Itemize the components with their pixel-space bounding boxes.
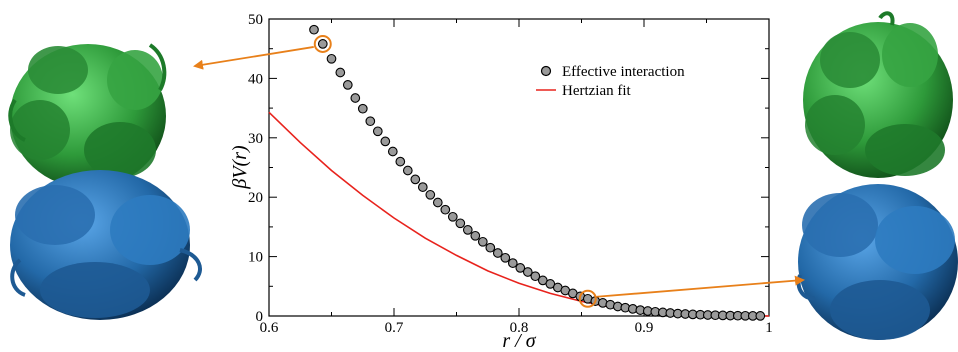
y-tick-label: 40 <box>248 71 263 87</box>
data-point <box>342 80 353 90</box>
data-point <box>507 258 518 268</box>
data-point <box>470 230 481 241</box>
y-tick-label: 30 <box>248 131 263 147</box>
y-tick-label: 50 <box>248 12 263 28</box>
data-point <box>522 267 533 277</box>
data-point <box>425 189 436 200</box>
data-point <box>462 225 473 235</box>
x-tick-label: 0.8 <box>510 320 529 336</box>
data-point <box>380 136 391 147</box>
data-point <box>447 211 458 222</box>
x-axis-label: r / σ <box>502 330 536 352</box>
data-point <box>410 174 421 185</box>
arrow-group <box>193 46 805 298</box>
data-point <box>402 165 413 176</box>
polymer-pair-illustration-left <box>8 43 202 320</box>
highlight-group <box>313 34 597 308</box>
x-tick-label: 0.6 <box>260 320 279 336</box>
data-point <box>530 271 541 282</box>
blue-polymer-left <box>10 170 202 320</box>
data-point <box>477 236 488 247</box>
data-point <box>485 242 496 253</box>
data-point <box>515 263 526 273</box>
effective-interaction-group <box>309 24 766 321</box>
blue-polymer-right <box>796 184 958 340</box>
data-point <box>365 116 376 127</box>
x-tick-label: 0.7 <box>385 320 404 336</box>
y-tick-label: 0 <box>256 309 264 325</box>
data-point <box>395 156 406 167</box>
data-point <box>755 311 766 321</box>
highlight-circle <box>578 289 597 308</box>
polymer-pair-illustration-right <box>796 11 958 340</box>
pointer-arrow <box>193 46 314 70</box>
data-point <box>357 103 368 114</box>
legend-label-effective-interaction: Effective interaction <box>562 64 685 80</box>
data-point <box>372 126 383 137</box>
data-point <box>500 252 511 263</box>
data-point <box>309 24 319 35</box>
data-point <box>455 218 466 229</box>
green-polymer-left <box>8 43 167 188</box>
y-tick-label: 20 <box>248 190 263 206</box>
data-point <box>440 204 451 215</box>
x-tick-label: 1 <box>765 320 773 336</box>
data-point <box>417 182 428 192</box>
y-axis-label: βV(r) <box>229 145 251 190</box>
legend-marker-effective-interaction <box>540 65 552 77</box>
data-point <box>326 53 337 64</box>
x-tick-label: 0.9 <box>635 320 654 336</box>
data-point <box>492 248 503 258</box>
highlight-circle <box>313 34 332 53</box>
pointer-arrow <box>596 275 805 298</box>
data-point <box>317 39 328 49</box>
green-polymer-right <box>803 11 953 178</box>
legend-label-hertzian-fit: Hertzian fit <box>562 83 632 99</box>
data-point <box>432 197 443 208</box>
y-tick-label: 10 <box>248 250 263 266</box>
data-point <box>350 93 361 103</box>
data-point <box>335 67 346 78</box>
legend: Effective interaction Hertzian fit <box>536 64 685 99</box>
data-point <box>387 146 398 157</box>
